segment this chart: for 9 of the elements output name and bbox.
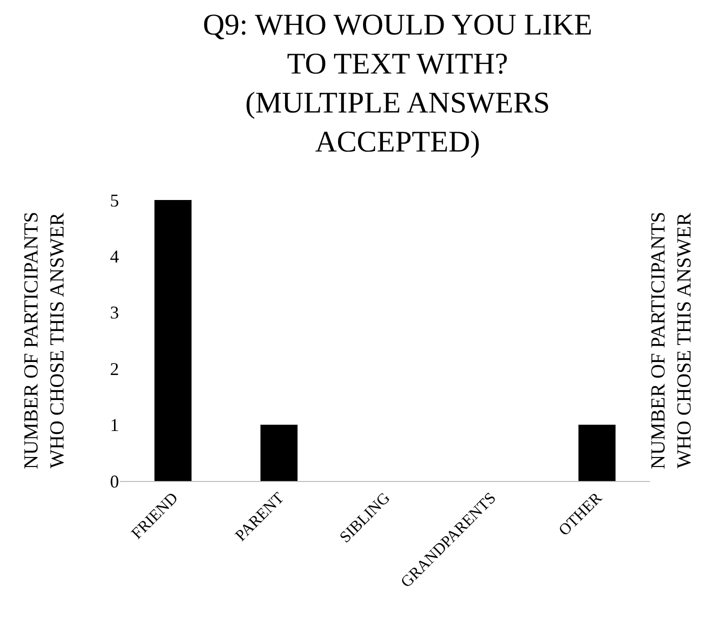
- y-axis-title: NUMBER OF PARTICIPANTS WHO CHOSE THIS ANSWER: [20, 212, 68, 470]
- y-tick-label: 2: [110, 358, 119, 379]
- chart-title: Q9: WHO WOULD YOU LIKE TO TEXT WITH? (MULTIPLE ANSWERS ACCEPTED): [202, 8, 592, 159]
- y-tick-label: 0: [110, 471, 119, 492]
- y-tick-label: 4: [110, 246, 119, 266]
- y-tick-label: 1: [110, 415, 119, 436]
- y-tick-label: 5: [110, 190, 119, 210]
- y2-axis-title: NUMBER OF PARTICIPANTS WHO CHOSE THIS ANSWER: [648, 212, 696, 470]
- y-tick-label: 3: [110, 302, 119, 323]
